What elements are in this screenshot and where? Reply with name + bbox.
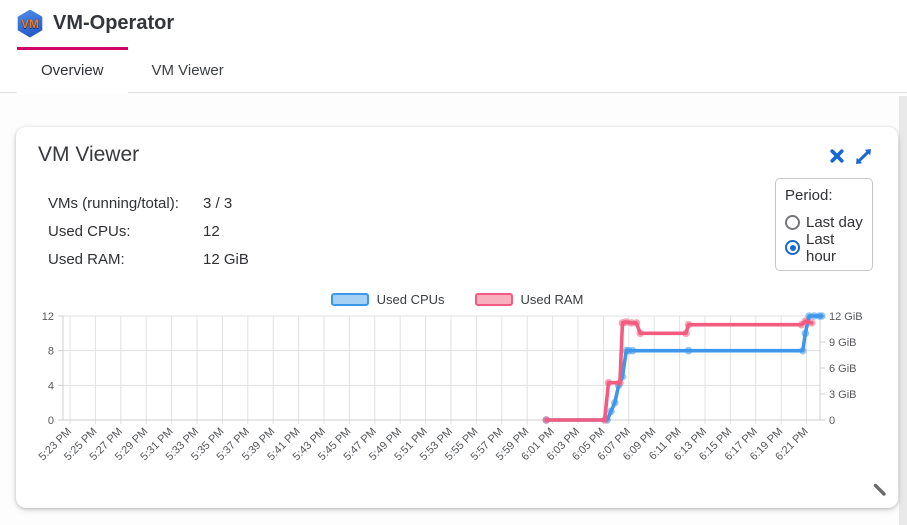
stat-value-vms: 3 / 3 (203, 194, 233, 212)
app-title: VM-Operator (53, 12, 175, 34)
stat-label-vms: VMs (running/total): (48, 194, 179, 212)
card-title: VM Viewer (38, 143, 140, 166)
radio-last-day-circle-icon (785, 215, 800, 230)
stat-label-ram: Used RAM: (48, 250, 125, 268)
tab-bar: Overview VM Viewer (0, 47, 907, 94)
app-logo-hexagon-icon: VM (17, 9, 43, 38)
radio-last-hour-circle-icon (785, 240, 800, 255)
svg-text:6 GiB: 6 GiB (829, 363, 857, 375)
stat-row-cpus: Used CPUs: 12 (48, 217, 249, 245)
stat-value-cpus: 12 (203, 222, 220, 240)
svg-text:8: 8 (48, 346, 54, 358)
resize-handle-icon[interactable] (873, 483, 887, 502)
period-selector: Period: Last day Last hour (775, 178, 873, 271)
legend-swatch-cpus (330, 293, 369, 306)
vm-stats: VMs (running/total): 3 / 3 Used CPUs: 12… (48, 189, 249, 273)
chart-legend: Used CPUs Used RAM (16, 292, 898, 307)
tab-overview[interactable]: Overview (17, 47, 128, 94)
legend-label-cpus: Used CPUs (376, 292, 445, 307)
radio-last-day[interactable]: Last day (785, 210, 863, 235)
legend-label-ram: Used RAM (520, 292, 584, 307)
stat-label-cpus: Used CPUs: (48, 222, 131, 240)
stat-value-ram: 12 GiB (203, 250, 249, 268)
radio-last-hour[interactable]: Last hour (785, 231, 863, 265)
vm-viewer-card: VM Viewer VMs (running/total): 3 / 3 Use… (16, 127, 898, 508)
svg-text:4: 4 (48, 380, 54, 392)
period-label: Period: (785, 187, 833, 204)
svg-text:0: 0 (829, 415, 835, 427)
card-icons (828, 147, 872, 165)
svg-text:12: 12 (42, 311, 54, 323)
scrollbar-track[interactable] (899, 96, 907, 525)
tab-vm-viewer-label: VM Viewer (151, 62, 224, 79)
svg-text:3 GiB: 3 GiB (829, 389, 857, 401)
legend-item-used-ram[interactable]: Used RAM (474, 292, 584, 307)
tab-overview-label: Overview (41, 61, 104, 79)
svg-text:0: 0 (48, 415, 54, 427)
legend-item-used-cpus[interactable]: Used CPUs (330, 292, 445, 307)
svg-text:12 GiB: 12 GiB (829, 311, 863, 323)
app-logo-text: VM (21, 16, 39, 31)
stat-row-ram: Used RAM: 12 GiB (48, 245, 249, 273)
svg-text:9 GiB: 9 GiB (829, 337, 857, 349)
close-icon[interactable] (828, 147, 846, 165)
tab-vm-viewer[interactable]: VM Viewer (128, 47, 248, 94)
app-header: VM VM-Operator (0, 0, 907, 47)
radio-last-hour-label: Last hour (806, 230, 837, 265)
stat-row-vms: VMs (running/total): 3 / 3 (48, 189, 249, 217)
legend-swatch-ram (474, 293, 513, 306)
expand-icon[interactable] (854, 147, 872, 165)
radio-last-day-label: Last day (806, 214, 863, 231)
